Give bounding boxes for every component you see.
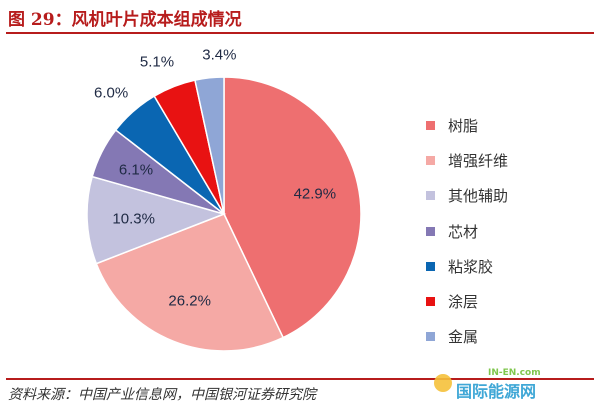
source-divider: [6, 378, 594, 380]
watermark: IN-EN.com 国际能源网: [434, 368, 594, 414]
legend-swatch: [426, 332, 435, 342]
legend-swatch: [426, 297, 435, 307]
legend-item: 芯材: [426, 214, 508, 249]
legend-label: 树脂: [448, 117, 479, 136]
legend-swatch: [426, 156, 435, 166]
pie-data-label: 26.2%: [168, 293, 211, 310]
legend-label: 其他辅助: [448, 187, 509, 206]
pie-slice-2: [95, 213, 285, 352]
legend-item: 涂层: [426, 284, 508, 319]
pie-data-label: 10.3%: [112, 210, 155, 227]
legend-label: 金属: [448, 328, 479, 347]
legend-item: 粘浆胶: [426, 249, 508, 284]
pie-data-label: 6.1%: [119, 161, 153, 178]
pie-labels: 42.9% 26.2% 10.3% 6.1% 6.0% 5.1% 3.4%: [94, 47, 336, 310]
source-note: 资料来源：中国产业信息网，中国银河证券研究院: [8, 387, 316, 403]
legend-swatch: [426, 226, 435, 236]
legend-label: 粘浆胶: [448, 257, 494, 276]
legend-swatch: [426, 261, 435, 271]
pie-slice-1: [223, 76, 362, 339]
pie-data-label: 42.9%: [294, 185, 337, 202]
legend-item: 其他辅助: [426, 178, 508, 213]
legend-label: 增强纤维: [448, 152, 509, 171]
legend-item: 树脂: [426, 108, 508, 143]
legend: 树脂增强纤维其他辅助芯材粘浆胶涂层金属: [426, 108, 508, 354]
legend-label: 涂层: [448, 293, 479, 312]
pie-data-label: 3.4%: [202, 47, 236, 64]
legend-item: 增强纤维: [426, 143, 508, 178]
watermark-domain: IN-EN.com: [488, 368, 541, 378]
pie-data-label: 5.1%: [140, 54, 174, 71]
title-divider: [6, 32, 594, 34]
watermark-logo: 国际能源网: [456, 382, 537, 401]
pie-slice-7: [194, 76, 225, 215]
pie-slice-3: [86, 175, 227, 265]
figure-title: 图 29：风机叶片成本组成情况: [8, 10, 242, 30]
pie-slices: [86, 76, 362, 352]
pie-data-label: 6.0%: [94, 85, 128, 102]
legend-swatch: [426, 191, 435, 201]
legend-label: 芯材: [448, 222, 479, 241]
legend-item: 金属: [426, 319, 508, 354]
legend-swatch: [426, 121, 435, 131]
watermark-sun-icon: [434, 374, 452, 392]
